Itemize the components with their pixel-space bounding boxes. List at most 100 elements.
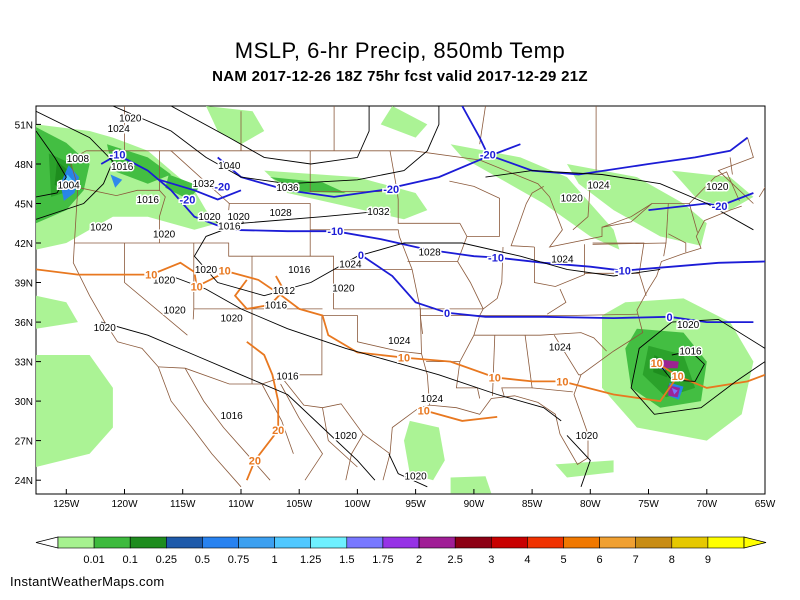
boundary-5 bbox=[74, 242, 311, 257]
isobar-label-29: 1020 bbox=[220, 314, 243, 325]
lat-label-8: 27N bbox=[15, 437, 33, 448]
isobar-1 bbox=[36, 110, 114, 220]
boundary-20 bbox=[449, 180, 500, 237]
isotherm-label-15: 10 bbox=[398, 353, 410, 365]
isotherm-label-16: 10 bbox=[489, 372, 501, 384]
legend-swatch-1 bbox=[93, 536, 131, 549]
boundary-50 bbox=[572, 182, 591, 231]
boundary-37 bbox=[546, 288, 567, 315]
legend-label-14: 6 bbox=[597, 554, 603, 566]
boundary-33 bbox=[665, 203, 669, 244]
legend-swatch-3 bbox=[166, 536, 203, 549]
isotherm-label-19: 10 bbox=[672, 371, 684, 383]
boundary-48 bbox=[322, 407, 358, 468]
lon-label-0: 125W bbox=[53, 499, 80, 510]
boundary-4 bbox=[389, 205, 742, 465]
isotherm-label-8: -10 bbox=[110, 150, 126, 162]
isobar-5 bbox=[170, 275, 562, 422]
legend-label-10: 2.5 bbox=[448, 554, 463, 566]
boundary-17 bbox=[321, 315, 422, 355]
isobar-label-34: 1016 bbox=[679, 347, 702, 358]
legend-label-6: 1.25 bbox=[300, 554, 321, 566]
legend-label-12: 4 bbox=[524, 554, 530, 566]
legend-label-1: 0.1 bbox=[123, 554, 138, 566]
isobar-label-32: 1024 bbox=[549, 343, 572, 354]
isotherm-label-17: 10 bbox=[556, 376, 568, 388]
isobar-label-33: 1020 bbox=[677, 320, 700, 331]
isobar-label-39: 1020 bbox=[576, 431, 599, 442]
isobar-label-14: 1020 bbox=[90, 223, 113, 234]
isobar-label-12: 1020 bbox=[227, 212, 250, 223]
boundary-7 bbox=[79, 187, 160, 197]
isotherm-3 bbox=[648, 192, 754, 211]
legend-label-15: 7 bbox=[633, 554, 639, 566]
boundary-34 bbox=[668, 233, 687, 253]
lon-label-1: 120W bbox=[111, 499, 138, 510]
boundary-1 bbox=[413, 150, 740, 248]
isobar-label-2: 1008 bbox=[67, 154, 90, 165]
boundary-47 bbox=[382, 453, 391, 481]
boundary-19 bbox=[389, 150, 460, 224]
legend-label-0: 0.01 bbox=[83, 554, 104, 566]
isobar-label-10: 1032 bbox=[367, 207, 390, 218]
legend-swatch-4 bbox=[202, 536, 239, 549]
map-title: MSLP, 6-hr Precip, 850mb Temp bbox=[234, 38, 566, 63]
isotherm-label-18: 10 bbox=[418, 405, 430, 417]
isotherm-label-0: -20 bbox=[480, 150, 496, 162]
legend-label-8: 1.75 bbox=[372, 554, 393, 566]
legend-right-arrow bbox=[743, 536, 767, 549]
legend-swatch-8 bbox=[346, 536, 384, 549]
legend-label-5: 1 bbox=[272, 554, 278, 566]
boundary-28 bbox=[501, 335, 533, 396]
isobar-4 bbox=[193, 210, 661, 297]
isobar-label-5: 1016 bbox=[137, 195, 160, 206]
isobar-label-21: 1020 bbox=[706, 182, 729, 193]
precip-area-3 bbox=[450, 144, 620, 250]
isotherm-2 bbox=[159, 178, 242, 201]
boundary-39 bbox=[638, 273, 647, 296]
isotherm-label-11: 0 bbox=[666, 312, 672, 324]
isobar-label-31: 1024 bbox=[388, 336, 411, 347]
legend-swatch-7 bbox=[310, 536, 348, 549]
boundary-36 bbox=[510, 186, 544, 248]
legend-swatch-14 bbox=[563, 536, 600, 549]
isobar-label-13: 1016 bbox=[218, 221, 241, 232]
boundary-59 bbox=[758, 186, 765, 198]
isobar-label-8: 1036 bbox=[276, 183, 299, 194]
isotherm-label-1: -20 bbox=[712, 201, 728, 213]
lat-label-5: 36N bbox=[15, 318, 33, 329]
boundary-57 bbox=[717, 137, 754, 204]
isobar-label-36: 1024 bbox=[421, 394, 444, 405]
legend-swatch-16 bbox=[635, 536, 673, 549]
legend-label-16: 8 bbox=[669, 554, 675, 566]
isotherm-0 bbox=[461, 106, 749, 176]
lon-label-10: 75W bbox=[638, 499, 659, 510]
boundary-25 bbox=[479, 313, 639, 316]
isotherm-label-2: -20 bbox=[214, 181, 230, 193]
isobar-label-22: 1020 bbox=[195, 265, 218, 276]
lon-label-4: 105W bbox=[286, 499, 313, 510]
isobar-3 bbox=[170, 106, 370, 165]
map-subtitle: NAM 2017-12-26 18Z 75hr fcst valid 2017-… bbox=[212, 68, 588, 85]
lon-label-6: 95W bbox=[405, 499, 426, 510]
boundary-24 bbox=[534, 244, 585, 287]
boundary-30 bbox=[553, 334, 581, 376]
isobar-label-30: 1020 bbox=[94, 323, 117, 334]
boundary-23 bbox=[482, 246, 504, 310]
isobar-label-26: 1016 bbox=[265, 300, 288, 311]
isotherm-label-14: 10 bbox=[219, 266, 231, 278]
isotherm-10 bbox=[233, 275, 286, 310]
legend-label-17: 9 bbox=[705, 554, 711, 566]
isotherm-label-13: 10 bbox=[191, 282, 203, 294]
lon-label-11: 70W bbox=[697, 499, 718, 510]
isotherm-label-7: -10 bbox=[615, 266, 631, 278]
boundary-29 bbox=[532, 387, 573, 393]
isobar-label-1: 1024 bbox=[108, 124, 131, 135]
legend-swatch-18 bbox=[707, 536, 745, 549]
legend-swatch-0 bbox=[57, 536, 95, 549]
precip-area-23 bbox=[110, 174, 123, 188]
precip-area-1 bbox=[206, 106, 265, 145]
lon-label-7: 90W bbox=[464, 499, 485, 510]
